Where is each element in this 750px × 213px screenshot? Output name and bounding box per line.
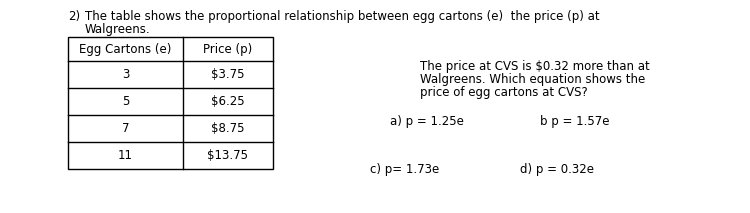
Text: $3.75: $3.75 — [211, 68, 244, 81]
Text: Price (p): Price (p) — [203, 43, 253, 56]
FancyBboxPatch shape — [68, 37, 273, 169]
Text: b p = 1.57e: b p = 1.57e — [540, 115, 610, 128]
Text: a) p = 1.25e: a) p = 1.25e — [390, 115, 464, 128]
Text: The table shows the proportional relationship between egg cartons (e)  the price: The table shows the proportional relatio… — [85, 10, 600, 23]
Text: d) p = 0.32e: d) p = 0.32e — [520, 163, 594, 176]
Text: c) p= 1.73e: c) p= 1.73e — [370, 163, 440, 176]
Text: Walgreens.: Walgreens. — [85, 23, 151, 36]
Text: 2): 2) — [68, 10, 80, 23]
Text: 5: 5 — [122, 95, 129, 108]
Text: 11: 11 — [118, 149, 133, 162]
Text: price of egg cartons at CVS?: price of egg cartons at CVS? — [420, 86, 588, 99]
Text: Walgreens. Which equation shows the: Walgreens. Which equation shows the — [420, 73, 645, 86]
Text: 7: 7 — [122, 122, 129, 135]
Text: $13.75: $13.75 — [208, 149, 248, 162]
Text: $6.25: $6.25 — [211, 95, 244, 108]
Text: $8.75: $8.75 — [211, 122, 244, 135]
Text: Egg Cartons (e): Egg Cartons (e) — [80, 43, 172, 56]
Text: The price at CVS is $0.32 more than at: The price at CVS is $0.32 more than at — [420, 60, 650, 73]
Text: 3: 3 — [122, 68, 129, 81]
